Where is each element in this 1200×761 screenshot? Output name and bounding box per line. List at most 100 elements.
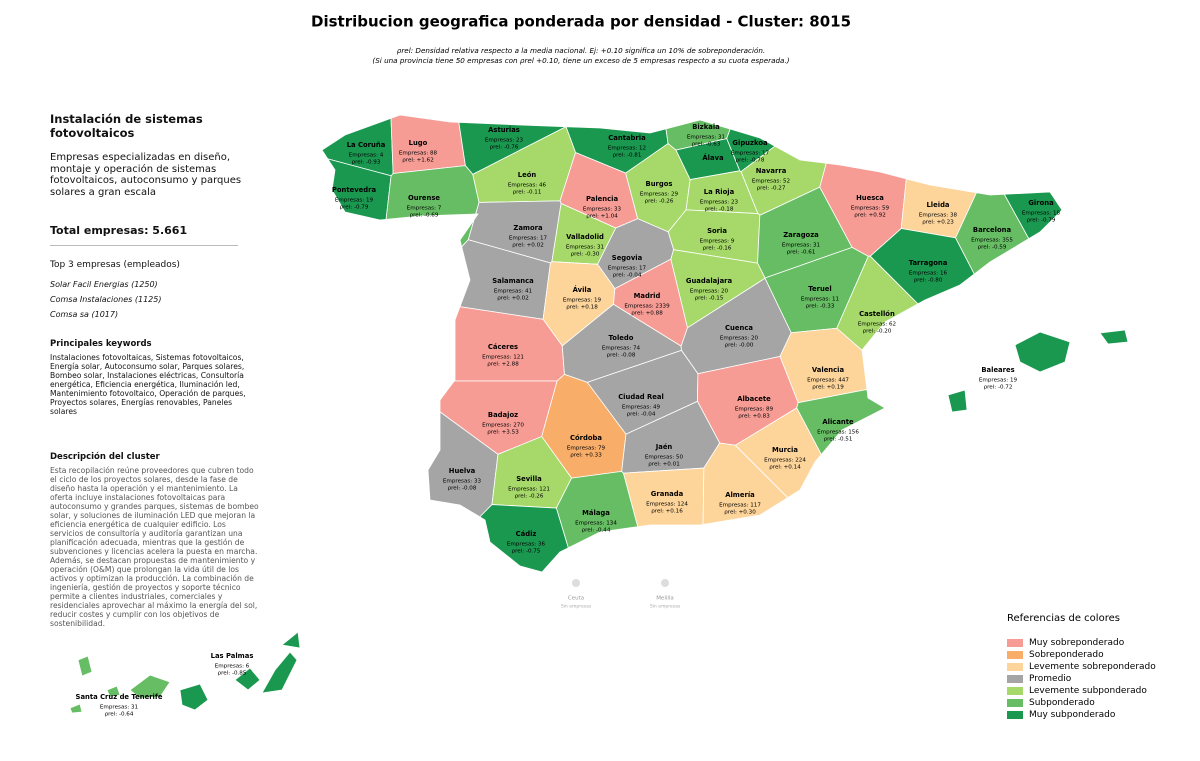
legend-swatch (1007, 639, 1023, 647)
city-name: Ceuta (568, 596, 584, 602)
total: Total empresas: 5.661 (50, 224, 238, 246)
province-rho: ρrel: -0.08 (607, 353, 636, 359)
legend-label: Muy sobreponderado (1029, 638, 1125, 648)
province-rho: ρrel: -0.51 (824, 437, 853, 443)
province (261, 651, 298, 694)
province-name: Cuenca (725, 324, 753, 332)
province-name: Badajoz (488, 411, 518, 419)
province-name: Murcia (772, 446, 798, 454)
province-name: Ourense (408, 194, 440, 202)
province-count: Empresas: 31 (100, 705, 139, 711)
province-rho: ρrel: +1.62 (402, 158, 434, 164)
province-rho: ρrel: -0.72 (984, 385, 1013, 391)
province-rho: ρrel: -0.61 (787, 250, 816, 256)
legend-label: Promedio (1029, 674, 1072, 684)
province-rho: ρrel: +3.53 (487, 430, 519, 436)
province-rho: ρrel: +0.02 (512, 243, 544, 249)
province-count: Empresas: 20 (720, 336, 759, 342)
province-name: Teruel (808, 285, 831, 293)
province-name: Cádiz (516, 530, 537, 538)
province (796, 389, 886, 456)
province-count: Empresas: 447 (807, 378, 849, 384)
province (1099, 329, 1129, 345)
province (234, 667, 261, 691)
legend-item: Levemente sobreponderado (1007, 661, 1156, 673)
province-rho: ρrel: -0.76 (490, 145, 519, 151)
province-rho: ρrel: -0.63 (692, 142, 721, 148)
province-rho: ρrel: +0.02 (497, 296, 529, 302)
province-count: Empresas: 31 (782, 243, 821, 249)
province-rho: ρrel: -0.85 (218, 671, 247, 677)
province-rho: ρrel: +2.88 (487, 362, 519, 368)
province-name: Bizkaia (692, 123, 720, 131)
province-rho: ρrel: -0.93 (352, 160, 381, 166)
province-rho: ρrel: +0.83 (738, 414, 770, 420)
heading: Instalación de sistemas fotovoltaicos (50, 112, 203, 140)
province-name: Las Palmas (211, 652, 254, 660)
province (69, 703, 83, 714)
province-rho: ρrel: -0.00 (725, 343, 754, 349)
province-name: Lugo (409, 139, 428, 147)
province-count: Empresas: 11 (801, 297, 840, 303)
province-name: Almería (725, 491, 755, 499)
title: Distribucion geografica ponderada por de… (311, 13, 851, 31)
province-name: Cantabria (608, 134, 646, 142)
subtitle: (Si una provincia tiene 50 empresas con … (372, 56, 789, 65)
province-count: Empresas: 121 (508, 487, 550, 493)
legend-item: Muy subponderado (1007, 709, 1156, 721)
province-rho: ρrel: -0.33 (806, 304, 835, 310)
province (1014, 331, 1071, 373)
province (106, 685, 121, 698)
province-count: Empresas: 124 (646, 502, 688, 508)
province-rho: ρrel: -0.78 (736, 158, 765, 164)
province-name: Ávila (573, 285, 592, 294)
province-count: Empresas: 31 (566, 245, 605, 251)
cluster-title: Descripción del cluster (50, 452, 160, 462)
province-name: Toledo (609, 334, 634, 342)
province-name: Santa Cruz de Tenerife (76, 693, 163, 701)
top-title: Top 3 empresas (empleados) (50, 260, 180, 270)
province-count: Empresas: 9 (700, 239, 735, 245)
province-count: Empresas: 52 (752, 179, 790, 185)
province-count: Empresas: 23 (700, 200, 739, 206)
province-name: Huesca (856, 194, 884, 202)
province-name: Navarra (756, 167, 787, 175)
province-name: Zamora (513, 224, 543, 232)
province-rho: ρrel: -0.16 (703, 246, 732, 252)
province-count: Empresas: 50 (645, 455, 684, 461)
province-count: Empresas: 19 (563, 298, 602, 304)
province-rho: ρrel: +0.30 (724, 510, 756, 516)
ceuta-marker (572, 579, 580, 587)
province-count: Empresas: 6 (215, 664, 250, 670)
top-item: Comsa Instalaciones (1125) (50, 295, 162, 304)
province-name: Valladolid (566, 233, 604, 241)
province-count: Empresas: 79 (567, 446, 606, 452)
province-rho: ρrel: -0.04 (613, 273, 642, 279)
province-count: Empresas: 29 (640, 192, 679, 198)
province-name: León (518, 171, 537, 179)
province (555, 470, 639, 549)
legend-label: Muy subponderado (1029, 710, 1116, 720)
legend-swatch (1007, 687, 1023, 695)
province-rho: ρrel: +0.92 (854, 213, 886, 219)
subtitle: ρrel: Densidad relativa respecto a la me… (397, 46, 765, 55)
province-rho: ρrel: -0.79 (340, 205, 369, 211)
province-count: Empresas: 38 (919, 213, 958, 219)
province-name: Ciudad Real (618, 393, 664, 401)
province-rho: ρrel: -0.26 (645, 199, 674, 205)
province-name: Palencia (586, 195, 619, 203)
melilla-marker (661, 579, 669, 587)
province-rho: ρrel: +0.14 (769, 465, 801, 471)
province-name: Málaga (582, 509, 610, 517)
province-name: Huelva (449, 467, 476, 475)
province-name: Granada (651, 490, 684, 498)
legend: Referencias de colores Muy sobreponderad… (1007, 613, 1156, 721)
province-count: Empresas: 59 (851, 206, 890, 212)
legend-swatch (1007, 651, 1023, 659)
province (479, 504, 569, 573)
province-name: Álava (702, 153, 724, 162)
province-rho: ρrel: +0.16 (651, 509, 683, 515)
